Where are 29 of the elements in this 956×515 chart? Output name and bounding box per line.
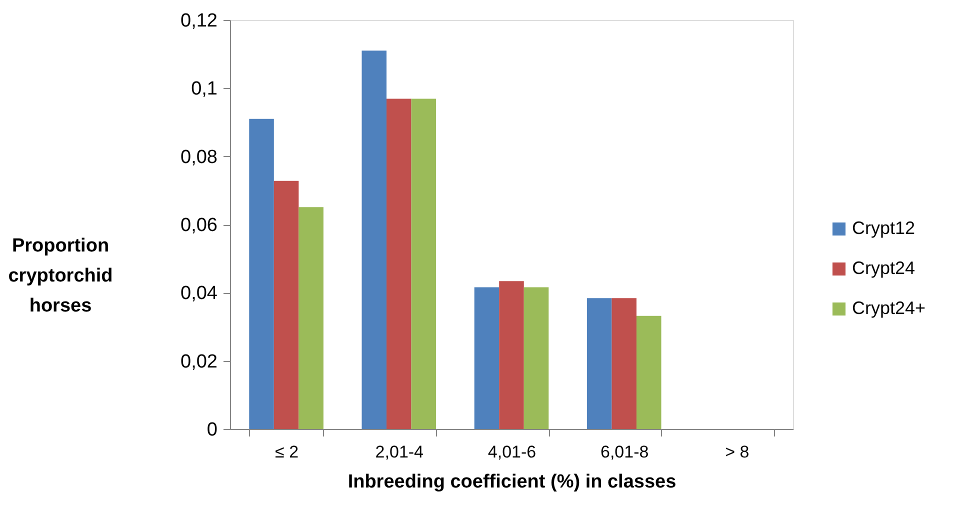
bar (362, 50, 387, 429)
bar (586, 298, 612, 429)
x-tick-label: 6,01-8 (600, 442, 649, 462)
legend-label: Crypt24 (852, 258, 916, 278)
x-tick-label: 2,01-4 (375, 442, 424, 462)
y-tick-label: 0,02 (180, 351, 218, 372)
bar (612, 298, 636, 429)
bar (524, 287, 549, 429)
y-tick-label: 0 (206, 420, 218, 440)
bar (249, 118, 274, 429)
y-axis-title: Proportion cryptorchid horses (8, 236, 113, 316)
bar (474, 287, 500, 429)
y-tick-label: 0,12 (180, 10, 218, 32)
x-tick-label: > 8 (725, 442, 750, 462)
legend-label: Crypt24+ (852, 298, 926, 318)
bar (411, 98, 436, 429)
y-tick-label: 0,1 (191, 78, 218, 100)
bar (274, 180, 299, 429)
y-tick-label: 0,04 (180, 283, 218, 304)
bar (499, 281, 524, 429)
x-tick-label: 4,01-6 (488, 442, 536, 462)
bar (636, 316, 662, 429)
x-tick-label: ≤ 2 (275, 442, 299, 462)
x-axis-title: Inbreeding coefficient (%) in classes (348, 472, 676, 492)
bar (386, 98, 412, 429)
y-tick-label: 0,08 (180, 146, 218, 168)
y-tick-label: 0,06 (180, 215, 218, 236)
bar (298, 207, 324, 429)
legend-label: Crypt12 (852, 218, 916, 238)
